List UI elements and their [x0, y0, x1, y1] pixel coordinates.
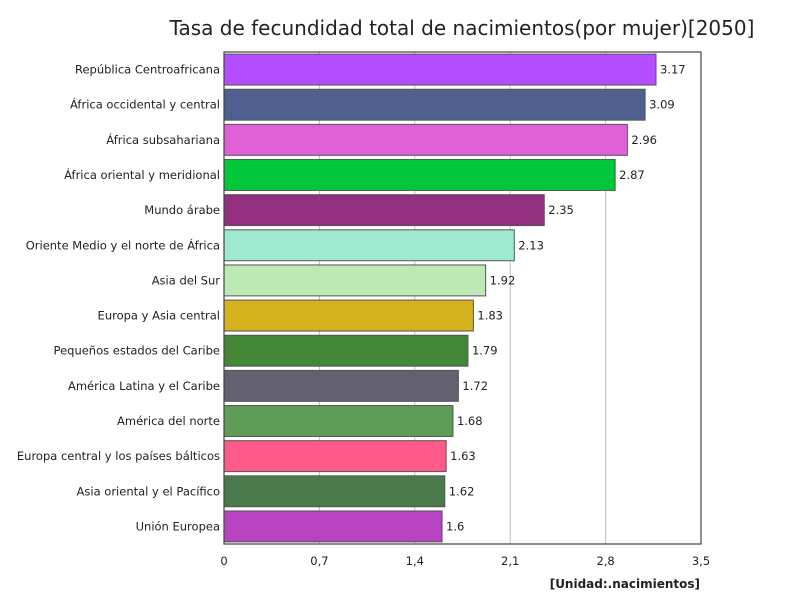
data-label: 3.17: [660, 63, 686, 77]
category-label: Pequeños estados del Caribe: [54, 344, 220, 358]
data-label: 1.72: [462, 379, 488, 393]
data-label: 1.79: [472, 344, 498, 358]
bars: [223, 53, 657, 543]
unit-label: [Unidad:.nacimientos]: [550, 577, 700, 591]
data-label: 1.68: [457, 414, 483, 428]
category-label: Asia del Sur: [152, 273, 221, 287]
bar: [223, 229, 515, 262]
x-tick-label: 2,1: [501, 554, 519, 568]
x-tick-label: 3,5: [692, 554, 710, 568]
bar: [223, 475, 446, 508]
bar: [223, 440, 447, 473]
data-label: 2.96: [631, 133, 657, 147]
category-label: Unión Europea: [136, 519, 220, 533]
bar: [223, 264, 487, 297]
bar: [223, 510, 443, 543]
category-label: América Latina y el Caribe: [68, 379, 220, 393]
x-tick-label: 0,7: [310, 554, 328, 568]
category-label: América del norte: [117, 414, 220, 428]
category-label: África occidental y central: [70, 97, 220, 112]
category-label: Asia oriental y el Pacífico: [77, 484, 220, 498]
data-label: 2.87: [619, 168, 645, 182]
bar: [223, 405, 454, 437]
category-label: Europa central y los países bálticos: [17, 449, 220, 463]
data-label: 1.63: [450, 449, 476, 463]
bar: [223, 334, 469, 367]
category-label: Europa y Asia central: [98, 309, 220, 323]
data-label: 2.13: [518, 238, 544, 252]
bar: [223, 53, 657, 86]
x-axis-ticks: 0 0,7 1,4 2,1 2,8 3,5: [220, 554, 710, 568]
bar: [223, 194, 545, 227]
category-label: África oriental y meridional: [64, 167, 220, 182]
bar: [223, 123, 628, 156]
data-label: 1.6: [446, 519, 464, 533]
category-label: Oriente Medio y el norte de África: [26, 237, 220, 252]
data-label: 2.35: [548, 203, 574, 217]
bar: [223, 88, 646, 121]
value-labels: 3.17 3.09 2.96 2.87 2.35 2.13 1.92 1.83 1.79 1.72…: [446, 63, 686, 534]
data-label: 1.83: [477, 309, 503, 323]
data-label: 1.92: [490, 273, 516, 287]
bar: [223, 159, 616, 191]
category-label: Mundo árabe: [144, 203, 220, 217]
x-tick-label: 1,4: [406, 554, 424, 568]
bar: [223, 299, 474, 332]
chart-title: Tasa de fecundidad total de nacimientos(…: [169, 16, 755, 40]
category-label: República Centroafricana: [75, 63, 220, 77]
plot-frame: [223, 51, 702, 545]
data-label: 3.09: [649, 98, 675, 112]
category-label: África subsahariana: [106, 132, 220, 147]
category-labels: República Centroafricana África occidenta…: [17, 63, 220, 534]
x-tick-label: 2,8: [596, 554, 614, 568]
bar: [223, 369, 459, 402]
x-tick-label: 0: [220, 554, 227, 568]
data-label: 1.62: [449, 484, 475, 498]
